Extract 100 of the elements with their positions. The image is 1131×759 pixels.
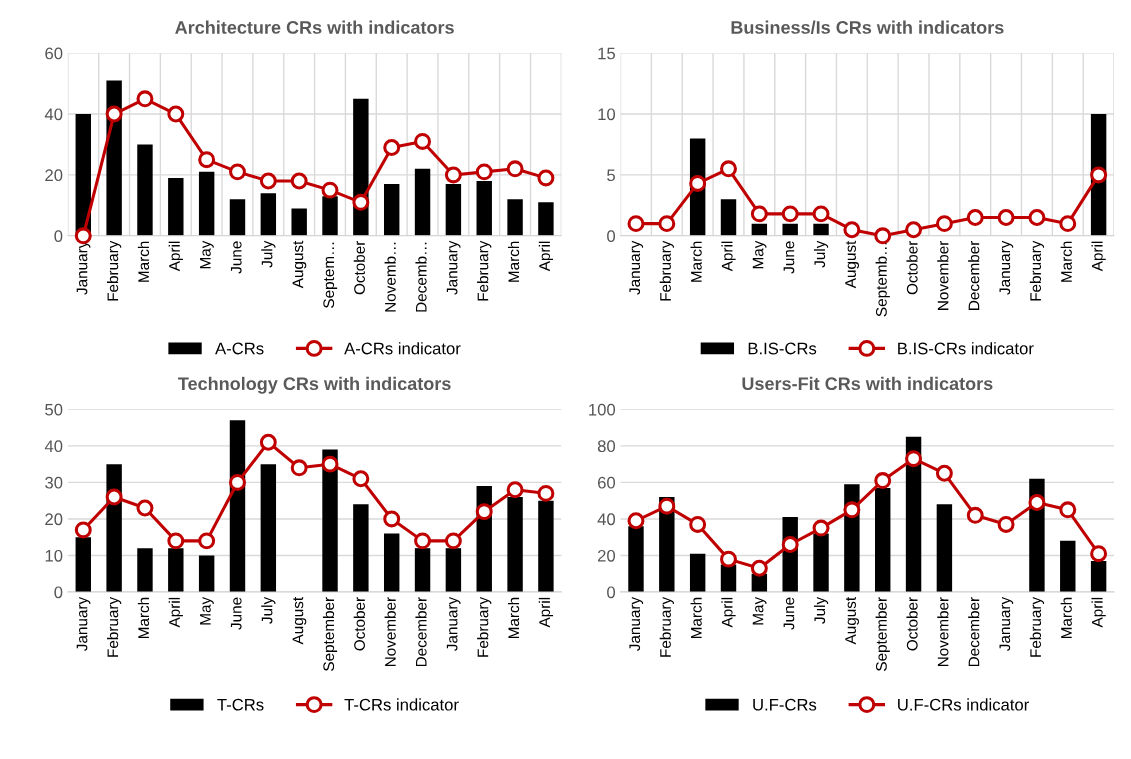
y-tick-label: 60 [598,476,616,489]
y-tick-label: 40 [44,108,63,121]
x-tick-label: March [507,597,520,639]
x-tick-label: Decemb… [415,242,427,312]
y-tick-label: 5 [607,169,615,182]
point [321,455,339,473]
x-tick-label: April [721,597,736,628]
point [352,470,370,488]
y-tick-label: 60 [45,47,63,60]
legend-label: T-CRs [217,698,264,711]
y-tick-label: 20 [45,169,63,182]
bar [229,420,246,593]
x-tick-label: November [937,597,949,667]
point [74,521,92,539]
x-tick-label: April [721,241,736,272]
y-tick-label: 40 [44,440,63,453]
point [905,450,923,468]
point [444,166,462,184]
bar [291,208,307,236]
bar [75,537,91,593]
bar [538,500,554,593]
x-tick-label: January [629,240,644,295]
y-tick-label: 0 [607,230,616,243]
x-tick-label: November [384,597,396,667]
x-tick-label: February [107,240,122,301]
y-tick-label: 10 [598,108,616,121]
point [74,227,92,245]
bar [875,487,891,593]
point [414,132,432,150]
x-tick-label: July [813,596,829,624]
point [935,464,953,482]
x-tick-label: April [168,241,183,272]
bar [168,177,184,236]
x-tick-label: July [261,240,276,268]
x-tick-label: January [446,596,461,651]
x-tick-label: August [292,596,307,645]
point [229,163,246,181]
bar [476,181,492,236]
bar [813,223,829,236]
y-tick-label: 50 [45,403,63,416]
legend-label: U.F-CRs indicator [898,698,1029,711]
x-tick-label: Septem… [323,242,338,308]
x-tick-label: April [538,597,554,628]
bar [198,171,215,236]
bar [353,504,369,593]
point [537,484,555,502]
y-tick-label: 10 [45,549,63,562]
point [414,532,432,550]
x-tick-label: February [1029,240,1045,301]
bar [507,199,523,236]
bar [538,202,554,236]
y-tick-label: 0 [54,586,63,599]
point [843,221,861,239]
point [475,503,493,521]
bar [1090,560,1107,593]
x-tick-label: March [690,597,702,639]
point [689,174,707,192]
legend-label: A-CRs indicator [344,342,461,355]
point [843,501,861,519]
point [966,506,984,524]
y-tick-label: 0 [607,586,616,599]
x-tick-label: May [200,596,214,625]
bar [260,193,277,236]
bar [813,533,829,593]
point [506,160,524,178]
x-tick-label: February [659,240,674,301]
x-tick-label: April [1091,241,1106,272]
x-tick-label: June [783,241,795,274]
point [750,559,768,577]
point [1028,209,1046,227]
x-tick-label: January [629,596,644,651]
point [105,105,123,123]
legend-label: A-CRs [215,342,264,355]
bar [628,526,644,593]
point [198,151,216,169]
x-tick-label: January [76,596,91,651]
point [1090,166,1108,184]
bar [445,548,462,593]
bar [137,144,153,236]
x-tick-label: December [968,597,980,667]
x-tick-label: May [752,240,767,269]
point [689,515,707,533]
legend-label: U.F-CRs [753,698,817,711]
x-tick-label: October [906,240,918,295]
bar [936,504,953,593]
x-tick-label: November [937,240,949,310]
x-tick-label: March [1060,241,1072,282]
bar [198,555,215,593]
x-tick-label: December [968,240,980,310]
x-tick-label: February [1029,596,1045,657]
point [627,512,645,530]
chart-title: Technology CRs with indicators [178,376,451,394]
y-tick-label: 40 [597,513,616,526]
point [935,215,953,233]
x-tick-label: June [783,597,795,630]
y-tick-label: 15 [598,47,615,60]
x-tick-label: May [752,596,767,625]
x-tick-label: September [322,597,338,671]
x-tick-label: March [137,597,150,639]
chart-title: Architecture CRs with indicators [175,20,454,34]
